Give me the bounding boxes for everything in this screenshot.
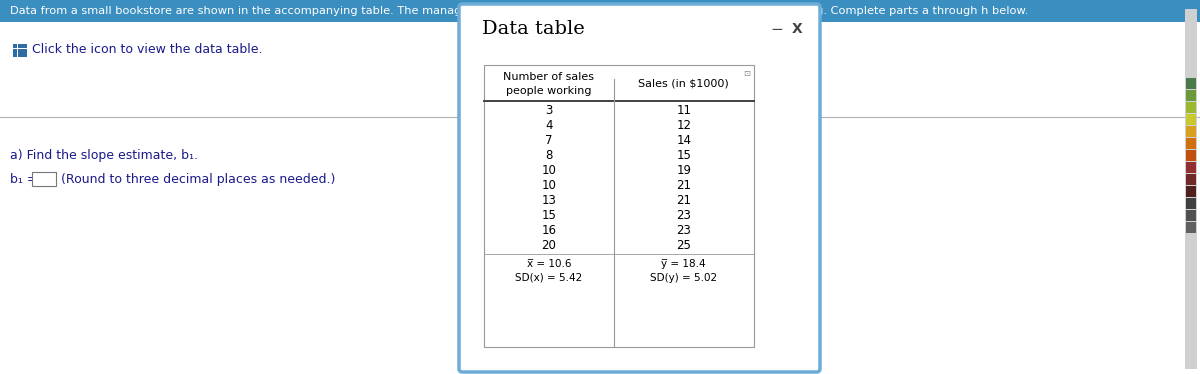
Text: Click the icon to view the data table.: Click the icon to view the data table. bbox=[32, 43, 263, 55]
Text: Data from a small bookstore are shown in the accompanying table. The manager wan: Data from a small bookstore are shown in… bbox=[10, 6, 1028, 16]
Bar bbox=[23, 49, 26, 53]
Bar bbox=[18, 44, 22, 48]
Bar bbox=[1186, 90, 1196, 101]
Text: 11: 11 bbox=[677, 104, 691, 116]
Bar bbox=[23, 44, 26, 48]
Bar bbox=[1186, 114, 1196, 125]
Bar bbox=[1186, 174, 1196, 185]
Text: 21: 21 bbox=[677, 178, 691, 191]
Text: 23: 23 bbox=[677, 224, 691, 236]
Text: 13: 13 bbox=[541, 193, 557, 206]
Text: 15: 15 bbox=[677, 148, 691, 162]
Bar bbox=[32, 172, 56, 186]
Text: 3: 3 bbox=[545, 104, 552, 116]
Text: a) Find the slope estimate, b₁.: a) Find the slope estimate, b₁. bbox=[10, 148, 198, 162]
Text: 10: 10 bbox=[541, 178, 557, 191]
Text: people working: people working bbox=[506, 86, 592, 96]
Text: Number of sales: Number of sales bbox=[503, 71, 594, 82]
Text: 4: 4 bbox=[545, 119, 552, 132]
Text: SD(x) = 5.42: SD(x) = 5.42 bbox=[515, 273, 582, 283]
Bar bbox=[18, 49, 22, 53]
Bar bbox=[13, 44, 17, 48]
Bar bbox=[1186, 198, 1196, 209]
Bar bbox=[1186, 150, 1196, 161]
Text: 25: 25 bbox=[677, 239, 691, 251]
FancyBboxPatch shape bbox=[458, 4, 820, 372]
Bar bbox=[0, 0, 1200, 22]
Text: 12: 12 bbox=[677, 119, 691, 132]
Text: −: − bbox=[770, 21, 784, 37]
Text: y̅ = 18.4: y̅ = 18.4 bbox=[661, 259, 706, 269]
Bar bbox=[1186, 78, 1196, 89]
Text: Data table: Data table bbox=[482, 20, 584, 38]
Bar bbox=[1186, 9, 1198, 369]
Text: Sales (in $1000): Sales (in $1000) bbox=[638, 78, 730, 88]
Bar bbox=[1186, 210, 1196, 221]
Bar bbox=[13, 49, 17, 53]
Bar bbox=[1186, 102, 1196, 113]
Text: x̅ = 10.6: x̅ = 10.6 bbox=[527, 259, 571, 269]
Bar bbox=[1186, 186, 1196, 197]
Text: 21: 21 bbox=[677, 193, 691, 206]
Bar bbox=[13, 53, 17, 57]
Text: 20: 20 bbox=[541, 239, 557, 251]
Bar bbox=[1186, 222, 1196, 233]
Bar bbox=[1186, 162, 1196, 173]
Bar bbox=[18, 53, 22, 57]
Text: (Round to three decimal places as needed.): (Round to three decimal places as needed… bbox=[61, 172, 335, 186]
Text: b₁ =: b₁ = bbox=[10, 172, 37, 186]
Bar bbox=[1186, 126, 1196, 137]
Text: 8: 8 bbox=[545, 148, 552, 162]
Text: 19: 19 bbox=[677, 163, 691, 177]
Text: 15: 15 bbox=[541, 208, 557, 221]
Text: 10: 10 bbox=[541, 163, 557, 177]
Bar bbox=[484, 65, 754, 347]
Text: 7: 7 bbox=[545, 134, 552, 147]
Text: 23: 23 bbox=[677, 208, 691, 221]
Bar bbox=[1186, 138, 1196, 149]
Text: X: X bbox=[792, 22, 803, 36]
Text: 14: 14 bbox=[677, 134, 691, 147]
Text: SD(y) = 5.02: SD(y) = 5.02 bbox=[650, 273, 718, 283]
Text: ⊡: ⊡ bbox=[743, 69, 750, 78]
Bar bbox=[23, 53, 26, 57]
Text: 16: 16 bbox=[541, 224, 557, 236]
